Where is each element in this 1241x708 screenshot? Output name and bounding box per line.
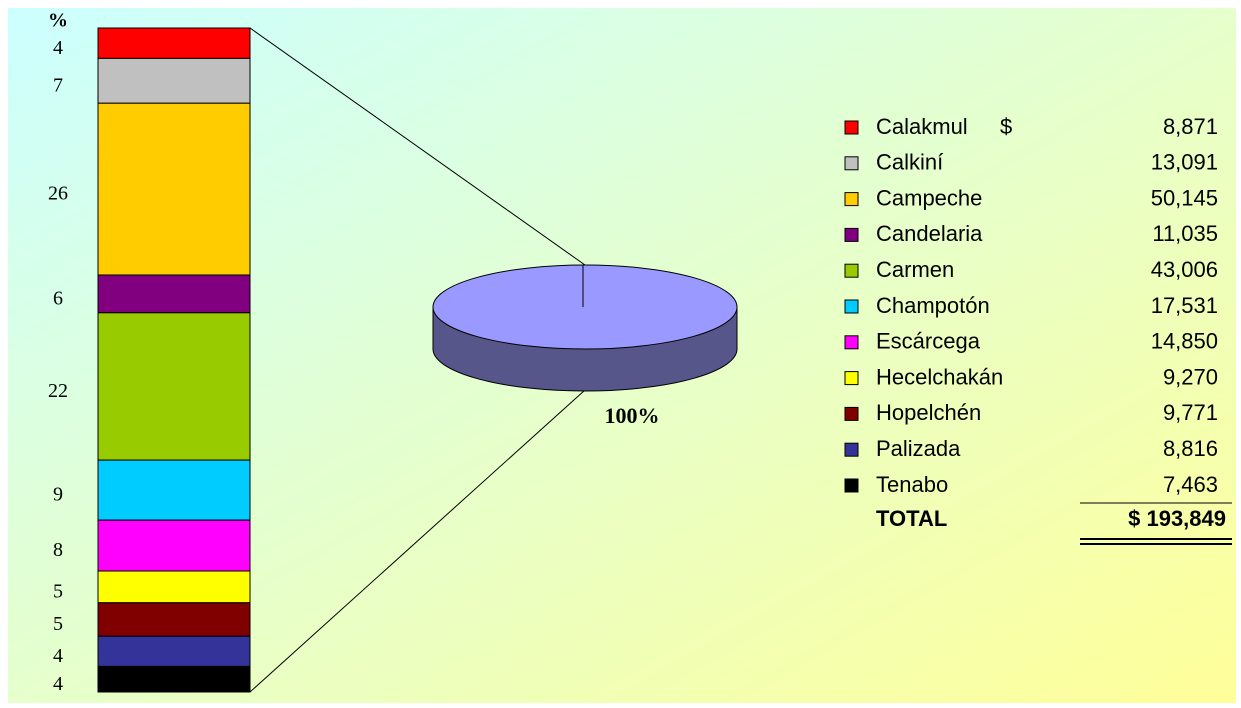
legend-label: Hopelchén [876, 400, 981, 425]
percent-label: 5 [53, 613, 63, 635]
connector-line [249, 389, 586, 693]
total-name: TOTAL [876, 506, 947, 531]
legend-label: Calkiní [876, 150, 943, 175]
total-value: $ 193,849 [1128, 506, 1226, 531]
legend-swatch [844, 299, 859, 314]
legend-value: 7,463 [1163, 472, 1218, 497]
bar-segment [97, 519, 251, 572]
legend-label: Hecelchakán [876, 364, 1003, 389]
legend-label: Escárcega [876, 329, 981, 354]
legend-value: 13,091 [1151, 150, 1218, 175]
legend-label: Calakmul [876, 114, 968, 139]
percent-label: 22 [48, 380, 68, 402]
percent-label: % [48, 10, 68, 32]
legend-swatch [844, 263, 859, 278]
legend-swatch [844, 478, 859, 493]
legend-value: 9,270 [1163, 364, 1218, 389]
percent-label: 5 [53, 580, 63, 602]
percent-label: 4 [53, 645, 63, 667]
percent-label: 7 [53, 74, 63, 96]
pie-label: 100% [605, 403, 660, 428]
legend-value: 8,816 [1163, 436, 1218, 461]
legend-swatch [844, 406, 859, 421]
percent-label: 26 [48, 183, 68, 205]
legend-swatch [844, 120, 859, 135]
legend-value: 11,035 [1152, 221, 1218, 246]
bar-segment [97, 27, 251, 59]
legend-swatch [844, 156, 859, 171]
legend-value: 9,771 [1163, 400, 1218, 425]
legend-swatch [844, 227, 859, 242]
legend-value: 8,871 [1163, 114, 1218, 139]
legend-swatch [844, 192, 859, 207]
legend-value: 17,531 [1151, 293, 1218, 318]
percent-label: 4 [53, 37, 63, 59]
legend-swatch [844, 371, 859, 386]
legend-label: Palizada [876, 436, 961, 461]
legend-label: Carmen [876, 257, 954, 282]
bar-segment [97, 570, 251, 604]
legend-value: 43,006 [1151, 257, 1218, 282]
percent-label: 9 [53, 484, 63, 506]
bar-segment [97, 635, 251, 667]
bar-segment [97, 312, 251, 461]
bar-segment [97, 274, 251, 314]
connector-line [249, 27, 586, 266]
legend-label: Champotón [876, 293, 990, 318]
bar-segment [97, 57, 251, 104]
legend-label: Campeche [876, 185, 982, 210]
pie-slice [432, 264, 738, 350]
bar-segment [97, 665, 251, 693]
legend-value: 50,145 [1151, 185, 1218, 210]
currency-symbol: $ [1000, 114, 1012, 139]
bar-segment [97, 602, 251, 637]
bar-segment [97, 459, 251, 521]
legend-label: Candelaria [876, 221, 983, 246]
legend-swatch [844, 442, 859, 457]
percent-label: 6 [53, 287, 63, 309]
legend-label: Tenabo [876, 472, 948, 497]
legend-value: 14,850 [1151, 329, 1218, 354]
bar-segment [97, 102, 251, 276]
percent-label: 8 [53, 539, 63, 561]
percent-label: 4 [53, 673, 63, 695]
legend-swatch [844, 335, 859, 350]
